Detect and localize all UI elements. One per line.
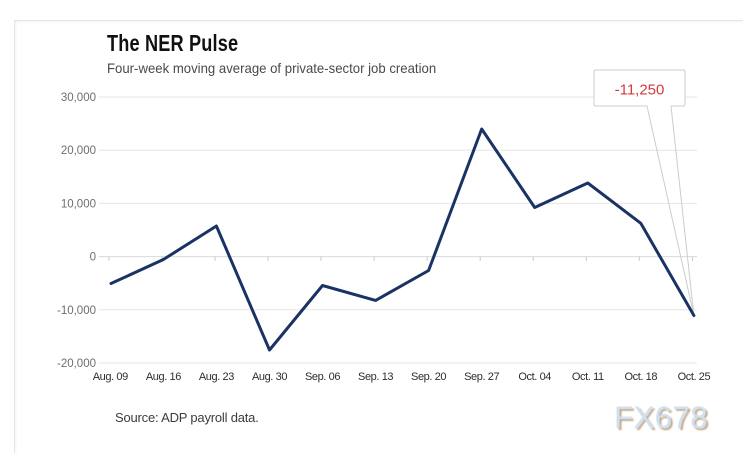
svg-text:Oct. 11: Oct. 11 bbox=[572, 371, 604, 383]
svg-text:Oct. 25: Oct. 25 bbox=[678, 371, 711, 383]
svg-text:-11,250: -11,250 bbox=[615, 82, 665, 99]
svg-text:Aug. 23: Aug. 23 bbox=[199, 371, 234, 383]
svg-text:Sep. 06: Sep. 06 bbox=[305, 371, 340, 383]
svg-text:10,000: 10,000 bbox=[61, 198, 96, 210]
svg-text:Sep. 27: Sep. 27 bbox=[464, 371, 499, 383]
svg-text:0: 0 bbox=[90, 252, 96, 264]
svg-text:-20,000: -20,000 bbox=[57, 358, 96, 370]
svg-text:Oct. 04: Oct. 04 bbox=[518, 371, 551, 383]
svg-text:30,000: 30,000 bbox=[61, 92, 96, 104]
svg-text:Sep. 13: Sep. 13 bbox=[358, 371, 393, 383]
svg-text:Aug. 30: Aug. 30 bbox=[252, 371, 287, 383]
svg-text:Aug. 16: Aug. 16 bbox=[146, 371, 181, 383]
svg-text:20,000: 20,000 bbox=[61, 145, 96, 157]
svg-text:-10,000: -10,000 bbox=[57, 305, 96, 317]
svg-text:Oct. 18: Oct. 18 bbox=[624, 371, 657, 383]
svg-text:Aug. 09: Aug. 09 bbox=[93, 371, 128, 383]
svg-text:Sep. 20: Sep. 20 bbox=[411, 371, 446, 383]
